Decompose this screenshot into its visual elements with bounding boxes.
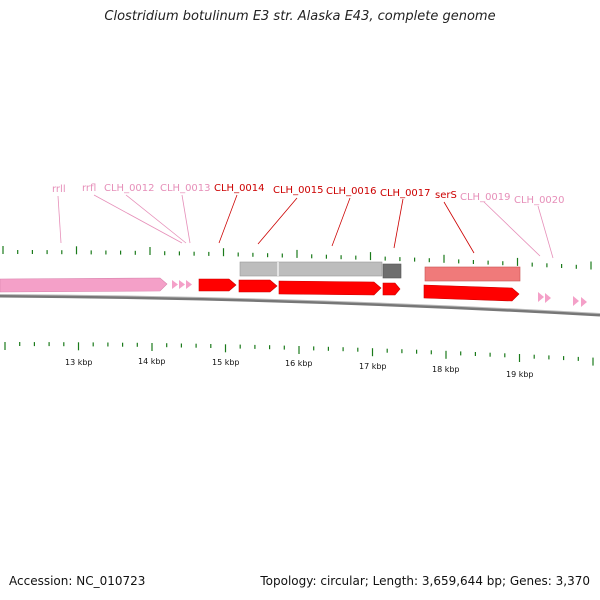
scale-label: 17 kbp (359, 362, 387, 371)
scale-labels: 13 kbp 14 kbp 15 kbp 16 kbp 17 kbp 18 kb… (65, 357, 534, 379)
gene-arrow (382, 282, 401, 296)
feature-label: rrll (52, 184, 66, 195)
outer-tick-row (2, 246, 592, 270)
leader-line (93, 194, 183, 244)
small-rrna-arrow (179, 280, 185, 289)
leader-line (537, 205, 554, 259)
gene-arrow (238, 279, 278, 293)
gene-arrow (423, 284, 520, 302)
rrna-arrow (0, 277, 168, 293)
scale-label: 15 kbp (212, 358, 240, 367)
leader-line (483, 201, 541, 257)
trna-feature-block (424, 266, 521, 282)
feature-label: CLH_0020 (514, 195, 565, 206)
feature-label: CLH_0016 (326, 186, 377, 197)
label-leaders (57, 194, 554, 259)
feature-label: CLH_0017 (380, 188, 431, 199)
feature-label: CLH_0013 (160, 183, 211, 194)
small-rrna-arrow (545, 293, 551, 303)
genome-title: Clostridium botulinum E3 str. Alaska E43… (104, 9, 496, 24)
gene-arrow (278, 280, 382, 296)
feature-label: CLH_0019 (460, 192, 511, 203)
inner-tick-row (4, 342, 594, 366)
accession-text: Accession: NC_010723 (9, 574, 146, 588)
gray-feature-block (239, 261, 383, 277)
small-rrna-arrow (172, 280, 178, 289)
feature-label: CLH_0012 (104, 183, 155, 194)
scale-label: 14 kbp (138, 357, 166, 366)
feature-labels: rrll rrfl CLH_0012 CLH_0013 CLH_0014 CLH… (52, 183, 565, 206)
scale-label: 19 kbp (506, 370, 534, 379)
genome-backbone-highlight (0, 294, 600, 314)
feature-label: CLH_0015 (273, 185, 324, 196)
scale-label: 13 kbp (65, 358, 93, 367)
leader-line (393, 198, 404, 249)
scale-label: 16 kbp (285, 359, 313, 368)
small-rrna-arrow (186, 280, 192, 289)
leader-line (125, 194, 187, 244)
gene-arrow (198, 278, 237, 292)
leader-line (443, 201, 475, 254)
leader-line (57, 195, 62, 244)
leader-line (181, 194, 191, 244)
leader-line (218, 194, 238, 244)
genome-backbone (0, 294, 600, 317)
scale-label: 18 kbp (432, 365, 460, 374)
feature-label: CLH_0014 (214, 183, 265, 194)
small-rrna-arrow (581, 297, 587, 307)
small-rrna-arrow (573, 296, 579, 306)
dark-feature-block (382, 263, 402, 279)
feature-label: serS (435, 190, 457, 201)
leader-line (331, 197, 351, 247)
feature-label: rrfl (82, 183, 96, 194)
genome-summary-text: Topology: circular; Length: 3,659,644 bp… (260, 574, 590, 588)
small-rrna-arrow (538, 292, 544, 302)
leader-line (257, 197, 298, 245)
